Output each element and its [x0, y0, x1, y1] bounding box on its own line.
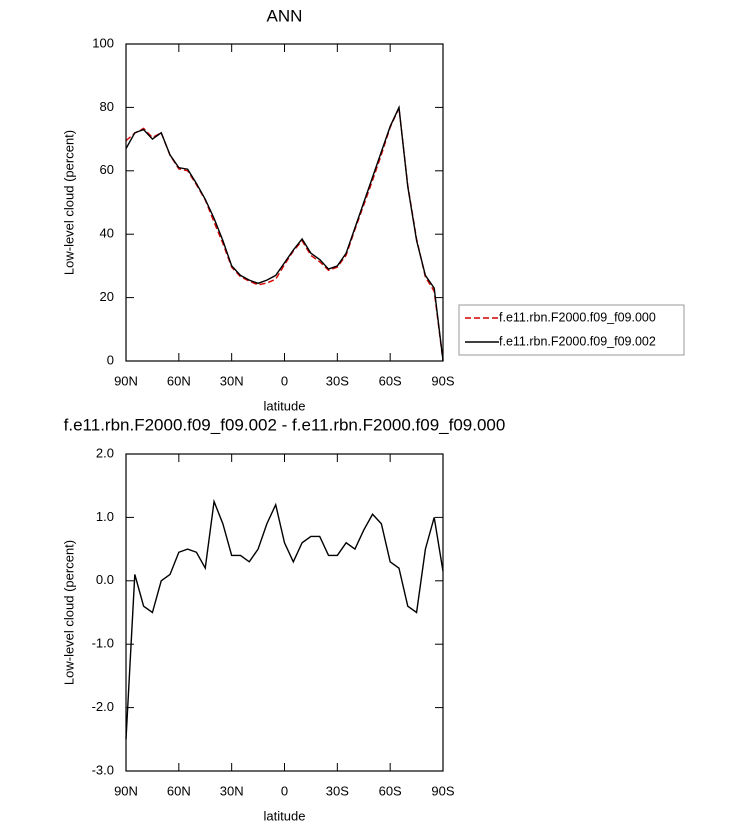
y-tick-label: 60 — [100, 162, 114, 177]
x-tick-label: 90N — [114, 783, 138, 798]
y-axis-label: Low-level cloud (percent) — [61, 540, 76, 685]
series-line — [125, 105, 444, 362]
y-tick-label: -3.0 — [92, 762, 114, 777]
y-tick-label: -2.0 — [92, 699, 114, 714]
chart-title: ANN — [267, 6, 303, 25]
x-tick-label: 30N — [220, 373, 244, 388]
x-tick-label: 30S — [326, 783, 349, 798]
y-tick-label: 0 — [107, 352, 114, 367]
y-tick-label: 20 — [100, 289, 114, 304]
y-axis-label: Low-level cloud (percent) — [61, 130, 76, 275]
plot-frame — [125, 43, 444, 362]
x-tick-label: 30S — [326, 373, 349, 388]
x-axis-label: latitude — [264, 808, 306, 823]
y-tick-label: 2.0 — [96, 445, 114, 460]
x-tick-label: 30N — [220, 783, 244, 798]
x-axis-label: latitude — [264, 398, 306, 413]
chart-title: f.e11.rbn.F2000.f09_f09.002 - f.e11.rbn.… — [64, 415, 506, 434]
plot-frame — [125, 453, 444, 772]
x-tick-label: 90S — [431, 373, 454, 388]
y-tick-label: 1.0 — [96, 509, 114, 524]
y-tick-label: 0.0 — [96, 572, 114, 587]
x-tick-label: 90N — [114, 373, 138, 388]
legend-box — [458, 304, 685, 356]
y-tick-label: 80 — [100, 99, 114, 114]
series-line — [125, 104, 444, 361]
x-tick-label: 60N — [167, 783, 191, 798]
legend-label: f.e11.rbn.F2000.f09_f09.002 — [499, 334, 656, 348]
y-tick-label: 40 — [100, 226, 114, 241]
x-tick-label: 90S — [431, 783, 454, 798]
series-line — [125, 498, 444, 740]
x-tick-label: 60S — [379, 783, 402, 798]
x-tick-label: 60N — [167, 373, 191, 388]
x-tick-label: 0 — [281, 373, 288, 388]
x-tick-label: 0 — [281, 783, 288, 798]
x-tick-label: 60S — [379, 373, 402, 388]
y-tick-label: 100 — [92, 35, 114, 50]
y-tick-label: -1.0 — [92, 636, 114, 651]
legend-label: f.e11.rbn.F2000.f09_f09.000 — [499, 310, 656, 324]
